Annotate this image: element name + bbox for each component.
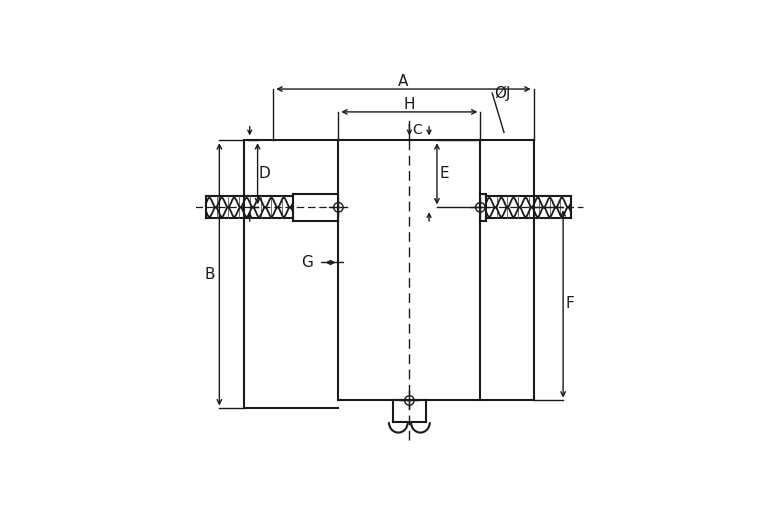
Text: C: C	[412, 123, 422, 137]
Text: H: H	[404, 97, 415, 112]
Text: ØJ: ØJ	[494, 86, 511, 101]
Text: A: A	[399, 74, 409, 90]
Text: D: D	[259, 166, 270, 181]
Text: E: E	[439, 166, 449, 181]
Text: F: F	[566, 296, 574, 311]
Text: B: B	[204, 267, 215, 282]
Text: G: G	[301, 255, 313, 270]
